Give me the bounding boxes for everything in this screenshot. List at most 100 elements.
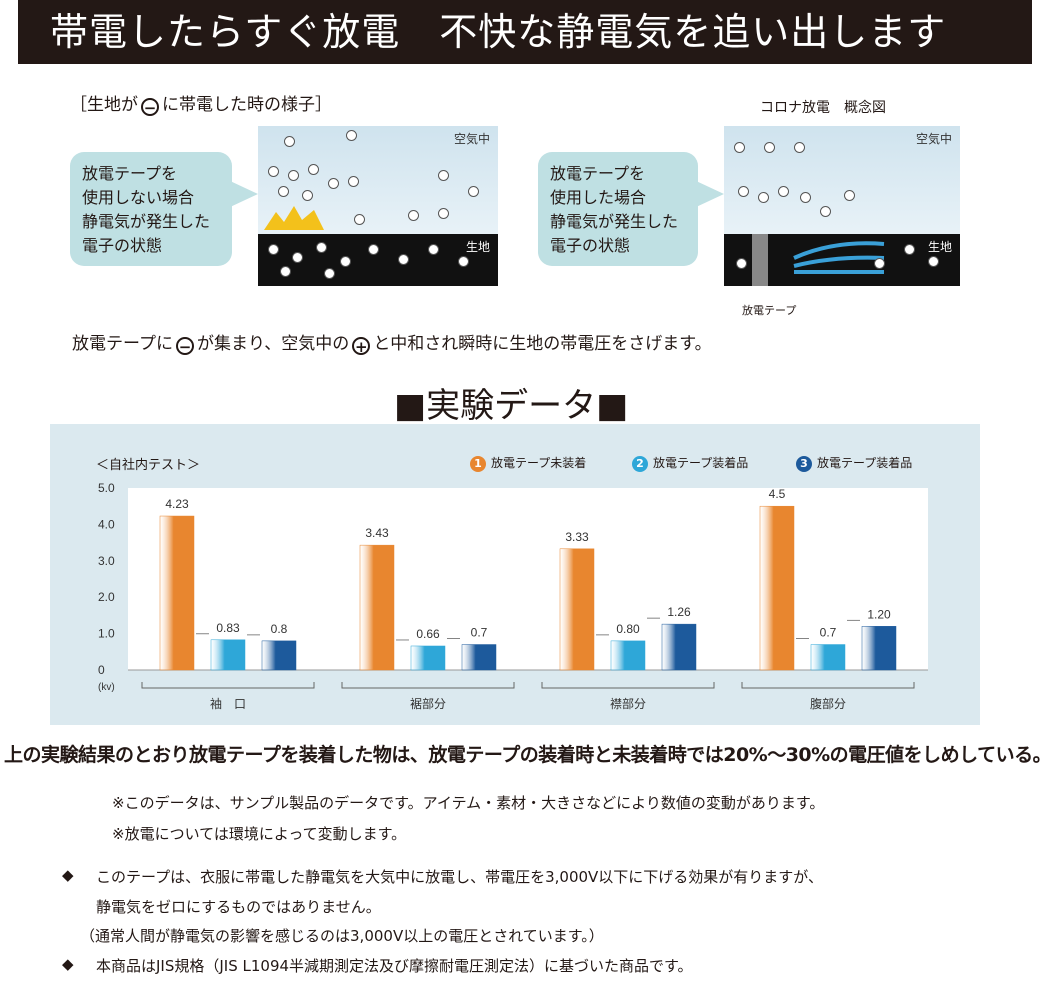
data-label: 3.33	[565, 530, 589, 544]
bullet-line: このテープは、衣服に帯電した静電気を大気中に放電し、帯電圧を3,000V以下に下…	[96, 868, 824, 886]
explain-pre: 放電テープに	[72, 334, 173, 354]
data-label: 0.80	[616, 622, 640, 636]
explain-mid: が集まり、空気中の	[196, 334, 350, 354]
ion-icon	[280, 266, 291, 277]
x-tick-label: 袖 口	[210, 696, 246, 711]
ion-icon	[302, 190, 313, 201]
fabric-label: 生地	[927, 240, 952, 254]
y-axis-unit: (kv)	[98, 682, 115, 693]
ion-icon	[328, 178, 339, 189]
ion-icon	[738, 186, 749, 197]
left-speech-bubble: 放電テープを 使用しない場合 静電気が発生した 電子の状態	[70, 152, 232, 266]
bubble-tail	[228, 180, 258, 208]
category-bracket	[341, 682, 515, 689]
bubble-line: 使用した場合	[550, 188, 647, 207]
ion-icon	[292, 252, 303, 263]
bar	[861, 626, 897, 671]
ion-icon	[354, 214, 365, 225]
ion-icon	[284, 136, 295, 147]
bar	[461, 644, 497, 671]
bubble-tail	[694, 180, 724, 208]
ion-icon	[438, 170, 449, 181]
bar	[359, 544, 395, 671]
data-label: 3.43	[365, 526, 389, 540]
ion-icon	[316, 242, 327, 253]
ion-icon	[428, 244, 439, 255]
ion-icon	[398, 254, 409, 265]
explain-post: と中和され瞬時に生地の帯電圧をさげます。	[373, 334, 712, 354]
bullet-line: 本商品はJIS規格（JIS L1094半減期測定法及び摩擦耐電圧測定法）に基づい…	[96, 957, 693, 975]
ion-icon	[268, 166, 279, 177]
ion-icon	[340, 256, 351, 267]
fabric-label: 生地	[465, 240, 490, 254]
ion-icon	[468, 186, 479, 197]
ion-icon	[458, 256, 469, 267]
bar-chart: 5.0 4.0 3.0 2.0 1.0 0 (kv) 袖 口 4.23 0.83 0.8 裾部分 3.4…	[98, 481, 928, 711]
ion-icon	[438, 208, 449, 219]
caption-pre: ［生地が	[70, 95, 138, 115]
x-tick-label: 襟部分	[610, 696, 646, 711]
x-tick-label: 腹部分	[810, 696, 846, 711]
legend-item-1: 1 放電テープ未装着	[470, 454, 586, 472]
discharge-arrows-icon	[793, 241, 885, 274]
bubble-line: 電子の状態	[82, 236, 163, 255]
bar	[159, 515, 195, 671]
data-label: 0.66	[416, 627, 440, 641]
ion-icon	[736, 258, 747, 269]
caption-post: に帯電した時の様子］	[162, 95, 332, 115]
category-bracket	[541, 682, 715, 689]
air-label: 空気中	[915, 132, 952, 146]
note-line: ※このデータは、サンプル製品のデータです。アイテム・素材・大きさなどにより数値の…	[112, 794, 825, 812]
bullet-line: （通常人間が静電気の影響を感じるのは3,000V以上の電圧とされています。）	[80, 927, 604, 945]
chart-title: ＜自社内テスト＞	[96, 458, 201, 473]
ion-icon	[928, 256, 939, 267]
bubble-line: 静電気が発生した	[82, 212, 211, 231]
data-label: 0.7	[820, 626, 837, 640]
bubble-line: 電子の状態	[550, 236, 631, 255]
data-label: 1.26	[667, 605, 691, 619]
spark-icon	[264, 206, 324, 230]
ion-icon	[288, 170, 299, 181]
ion-icon	[758, 192, 769, 203]
ion-icon	[904, 244, 915, 255]
data-label: 0.8	[271, 622, 288, 636]
ion-icon	[820, 206, 831, 217]
bar	[210, 639, 246, 671]
legend-label: 放電テープ装着品	[653, 456, 749, 470]
bar	[661, 623, 697, 671]
explanation-line: 放電テープに − が集まり、空気中の + と中和され瞬時に生地の帯電圧をさげます。	[72, 329, 712, 356]
legend-marker: 1	[470, 455, 486, 472]
air-label: 空気中	[453, 132, 490, 146]
data-label: 0.83	[216, 621, 240, 635]
plot-area	[128, 488, 928, 670]
plus-circle-icon: +	[352, 337, 371, 356]
data-label: 4.23	[165, 497, 189, 511]
y-tick-label: 4.0	[98, 517, 115, 531]
ion-icon	[278, 186, 289, 197]
bubble-line: 放電テープを	[550, 164, 646, 183]
y-tick-label: 5.0	[98, 481, 115, 495]
note-line: ※放電については環境によって変動します。	[112, 825, 407, 843]
ion-icon	[268, 244, 279, 255]
category-bracket	[741, 682, 915, 689]
ion-icon	[844, 190, 855, 201]
bar	[410, 645, 446, 671]
data-label: 1.20	[867, 607, 891, 621]
ion-icon	[778, 186, 789, 197]
legend-label: 放電テープ未装着	[491, 456, 587, 470]
data-label: 0.7	[471, 626, 488, 640]
section-title: ■実験データ■	[394, 386, 629, 426]
ion-icon	[368, 244, 379, 255]
tape-label: 放電テープ	[742, 304, 797, 317]
chart-panel: ＜自社内テスト＞ 1 放電テープ未装着 2 放電テープ装着品 3 放電テープ装着品 5…	[50, 424, 980, 725]
right-illustration: 空気中 生地	[724, 126, 960, 286]
y-tick-label: 3.0	[98, 554, 115, 568]
headline-banner: 帯電したらすぐ放電 不快な静電気を追い出します	[18, 0, 1032, 64]
discharge-tape-strip	[752, 234, 768, 286]
minus-circle-icon: −	[141, 98, 159, 117]
bubble-line: 静電気が発生した	[550, 212, 679, 231]
bar	[810, 644, 846, 671]
ion-icon	[764, 142, 775, 153]
data-label: 4.5	[769, 487, 786, 501]
ion-icon	[734, 142, 745, 153]
